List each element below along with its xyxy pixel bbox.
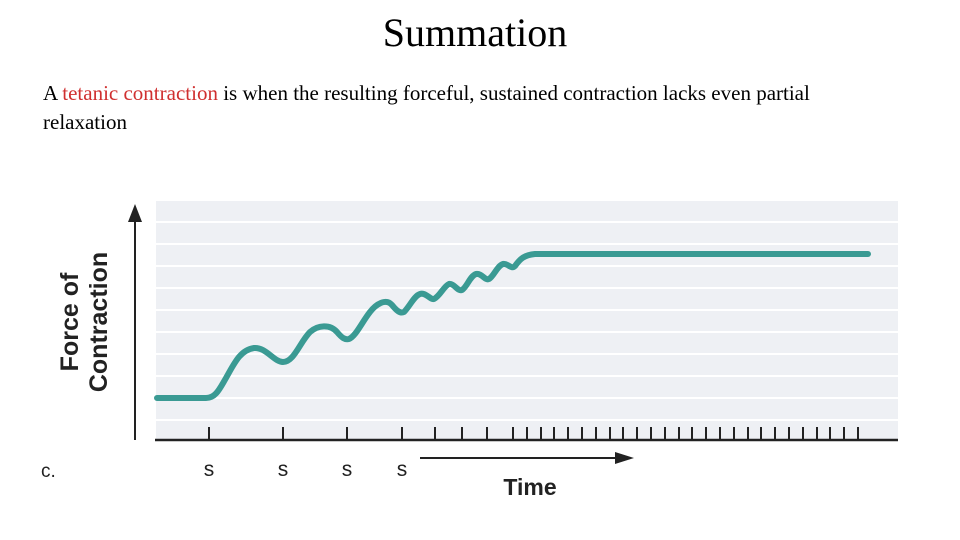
stimulus-ticks bbox=[208, 427, 859, 440]
slide-body-text: A tetanic contraction is when the result… bbox=[43, 79, 873, 137]
stimulus-label-2: s bbox=[278, 458, 289, 481]
stimulus-label-1: s bbox=[204, 458, 215, 481]
panel-label: c. bbox=[41, 461, 56, 482]
stimulus-label-3: s bbox=[342, 458, 353, 481]
plot-area bbox=[156, 201, 898, 440]
y-axis-label-line2: Contraction bbox=[85, 252, 113, 392]
gridlines bbox=[156, 221, 898, 421]
contraction-curve bbox=[154, 251, 871, 401]
body-text-intro: A bbox=[43, 81, 63, 105]
stimulus-label-4: s bbox=[397, 458, 408, 481]
time-arrowhead bbox=[615, 452, 634, 464]
x-axis-label: Time bbox=[503, 474, 556, 500]
slide-title: Summation bbox=[382, 10, 568, 55]
term-tetanic-contraction: tetanic contraction bbox=[62, 81, 218, 105]
body-text-rest: is when the resulting forceful, sustaine… bbox=[43, 81, 810, 134]
y-axis-arrowhead bbox=[128, 204, 142, 222]
y-axis-label-line1: Force of bbox=[56, 272, 84, 371]
